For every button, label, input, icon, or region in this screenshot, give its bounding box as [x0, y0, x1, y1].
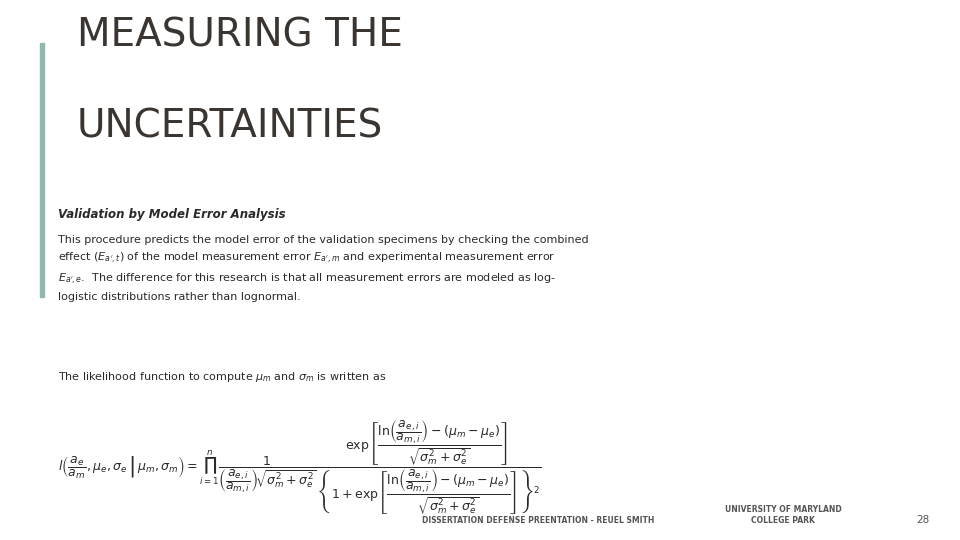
Text: This procedure predicts the model error of the validation specimens by checking : This procedure predicts the model error …: [58, 235, 588, 302]
Text: MEASURING THE: MEASURING THE: [77, 16, 402, 54]
Text: Validation by Model Error Analysis: Validation by Model Error Analysis: [58, 208, 285, 221]
Text: UNIVERSITY OF MARYLAND
COLLEGE PARK: UNIVERSITY OF MARYLAND COLLEGE PARK: [725, 505, 842, 525]
Text: $l\left(\dfrac{a_e}{a_m},\mu_e,\sigma_e\,\middle|\,\mu_m,\sigma_m\right)= \prod_: $l\left(\dfrac{a_e}{a_m},\mu_e,\sigma_e\…: [58, 418, 541, 517]
Text: 28: 28: [916, 515, 929, 525]
Text: The likelihood function to compute $\mu_m$ and $\sigma_m$ is written as: The likelihood function to compute $\mu_…: [58, 370, 386, 384]
Text: UNCERTAINTIES: UNCERTAINTIES: [77, 108, 383, 146]
Text: DISSERTATION DEFENSE PREENTATION - REUEL SMITH: DISSERTATION DEFENSE PREENTATION - REUEL…: [422, 516, 655, 525]
